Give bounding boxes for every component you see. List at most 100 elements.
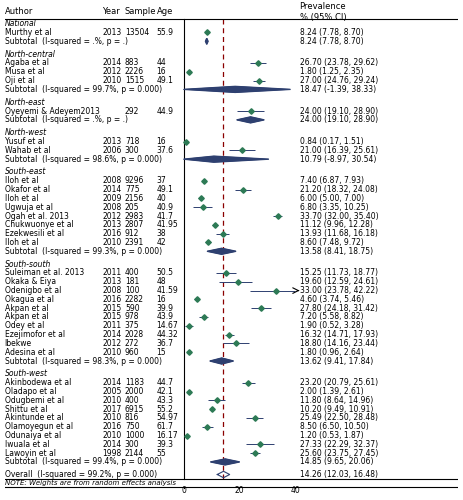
Text: Year: Year — [102, 8, 120, 16]
Text: 1.80 (1.25, 2.35): 1.80 (1.25, 2.35) — [300, 68, 363, 76]
Text: 13504: 13504 — [125, 28, 149, 37]
Text: Odenigbo et al: Odenigbo et al — [5, 286, 61, 295]
Text: Akpan et al: Akpan et al — [5, 312, 48, 322]
Text: Shittu et al: Shittu et al — [5, 404, 47, 413]
Text: 181: 181 — [125, 278, 139, 286]
Text: 40: 40 — [156, 194, 166, 203]
Text: 2016: 2016 — [102, 229, 121, 238]
Text: 8.24 (7.78, 8.70): 8.24 (7.78, 8.70) — [300, 28, 363, 37]
Text: 2013: 2013 — [102, 137, 121, 146]
Text: 16: 16 — [156, 137, 166, 146]
Text: 33.00 (23.78, 42.22): 33.00 (23.78, 42.22) — [300, 286, 378, 295]
Text: 14.85 (9.65, 20.06): 14.85 (9.65, 20.06) — [300, 458, 373, 466]
Text: North-east: North-east — [5, 98, 45, 106]
Text: 44: 44 — [156, 58, 166, 68]
Text: 2226: 2226 — [125, 68, 144, 76]
Text: 16.32 (14.71, 17.93): 16.32 (14.71, 17.93) — [300, 330, 378, 339]
Text: 8.24 (7.78, 8.70): 8.24 (7.78, 8.70) — [300, 37, 363, 46]
Text: 27.80 (24.18, 31.42): 27.80 (24.18, 31.42) — [300, 304, 377, 312]
Text: 40.9: 40.9 — [156, 203, 174, 212]
Text: Oladapo et al: Oladapo et al — [5, 387, 56, 396]
Text: 43.3: 43.3 — [156, 396, 174, 405]
Text: 2012: 2012 — [102, 212, 121, 220]
Text: 18.80 (14.16, 23.44): 18.80 (14.16, 23.44) — [300, 339, 377, 348]
Text: 21.00 (16.39, 25.61): 21.00 (16.39, 25.61) — [300, 146, 378, 155]
Text: Okafor et al: Okafor et al — [5, 185, 50, 194]
Text: 100: 100 — [125, 286, 139, 295]
Text: Akintunde et al: Akintunde et al — [5, 414, 63, 422]
Text: 1000: 1000 — [125, 431, 144, 440]
Text: 272: 272 — [125, 339, 139, 348]
Text: North-central: North-central — [5, 50, 56, 58]
Text: Oyeyemi & Adeyem2013: Oyeyemi & Adeyem2013 — [5, 106, 100, 116]
Text: 205: 205 — [125, 203, 139, 212]
Text: Suleiman et al. 2013: Suleiman et al. 2013 — [5, 268, 84, 278]
Text: 960: 960 — [125, 348, 139, 356]
Text: 44.7: 44.7 — [156, 378, 174, 387]
Text: 400: 400 — [125, 396, 139, 405]
Text: Iloh et al: Iloh et al — [5, 238, 38, 247]
Text: 2983: 2983 — [125, 212, 144, 220]
Text: Ezekwesili et al: Ezekwesili et al — [5, 229, 64, 238]
Text: 300: 300 — [125, 440, 139, 449]
Text: 27.33 (22.29, 32.37): 27.33 (22.29, 32.37) — [300, 440, 378, 449]
Text: Okaka & Eiya: Okaka & Eiya — [5, 278, 56, 286]
Text: 912: 912 — [125, 229, 139, 238]
Text: 2011: 2011 — [102, 268, 121, 278]
Text: 21.20 (18.32, 24.08): 21.20 (18.32, 24.08) — [300, 185, 377, 194]
Text: 7.20 (5.58, 8.82): 7.20 (5.58, 8.82) — [300, 312, 363, 322]
Text: Yusuf et al: Yusuf et al — [5, 137, 44, 146]
Text: 55.9: 55.9 — [156, 28, 174, 37]
Text: NOTE: Weights are from random effects analysis: NOTE: Weights are from random effects an… — [5, 480, 175, 486]
Text: 2010: 2010 — [102, 414, 121, 422]
Text: 41.7: 41.7 — [156, 212, 174, 220]
Text: 23.20 (20.79, 25.61): 23.20 (20.79, 25.61) — [300, 378, 378, 387]
Text: Subtotal  (I-squared = 99.3%, p = 0.000): Subtotal (I-squared = 99.3%, p = 0.000) — [5, 247, 162, 256]
Text: 44.9: 44.9 — [156, 106, 174, 116]
Text: Murthy et al: Murthy et al — [5, 28, 51, 37]
Text: 16: 16 — [156, 68, 166, 76]
Text: Lawoyin et al: Lawoyin et al — [5, 448, 56, 458]
Text: 24.00 (19.10, 28.90): 24.00 (19.10, 28.90) — [300, 116, 378, 124]
Text: 2807: 2807 — [125, 220, 144, 230]
Text: Iwuala et al: Iwuala et al — [5, 440, 49, 449]
Text: 37.6: 37.6 — [156, 146, 174, 155]
Text: South-south: South-south — [5, 260, 51, 268]
Text: 14.26 (12.03, 16.48): 14.26 (12.03, 16.48) — [300, 470, 377, 479]
Polygon shape — [184, 156, 269, 162]
Text: 48: 48 — [156, 278, 166, 286]
Text: 43.9: 43.9 — [156, 312, 174, 322]
Text: 9296: 9296 — [125, 176, 144, 186]
Text: 2010: 2010 — [102, 431, 121, 440]
Text: 718: 718 — [125, 137, 139, 146]
Text: 2010: 2010 — [102, 238, 121, 247]
Text: Sample: Sample — [125, 8, 156, 16]
Text: 42: 42 — [156, 238, 166, 247]
Text: 55: 55 — [156, 448, 166, 458]
Text: 2016: 2016 — [102, 422, 121, 431]
Text: 750: 750 — [125, 422, 139, 431]
Text: 2282: 2282 — [125, 295, 144, 304]
Text: 2010: 2010 — [102, 76, 121, 85]
Text: 2008: 2008 — [102, 203, 121, 212]
Text: Odey et al: Odey et al — [5, 322, 44, 330]
Text: 1515: 1515 — [125, 76, 144, 85]
Text: Ogah et al. 2013: Ogah et al. 2013 — [5, 212, 69, 220]
Text: 2008: 2008 — [102, 286, 121, 295]
Text: 27.00 (24.76, 29.24): 27.00 (24.76, 29.24) — [300, 76, 378, 85]
Text: 38: 38 — [156, 229, 166, 238]
Text: Odugbemi et al: Odugbemi et al — [5, 396, 64, 405]
Text: 15: 15 — [156, 348, 166, 356]
Text: National: National — [5, 19, 37, 28]
Text: 2144: 2144 — [125, 448, 144, 458]
Text: 0: 0 — [181, 486, 186, 496]
Text: Subtotal  (I-squared = .%, p = .): Subtotal (I-squared = .%, p = .) — [5, 116, 128, 124]
Text: South-east: South-east — [5, 168, 46, 176]
Text: 36.7: 36.7 — [156, 339, 174, 348]
Text: Subtotal  (I-squared = 98.6%, p = 0.000): Subtotal (I-squared = 98.6%, p = 0.000) — [5, 154, 162, 164]
Text: 39.3: 39.3 — [156, 440, 174, 449]
Text: 2006: 2006 — [102, 146, 122, 155]
Text: Subtotal  (I-squared = .%, p = .): Subtotal (I-squared = .%, p = .) — [5, 37, 128, 46]
Text: 2014: 2014 — [102, 185, 121, 194]
Text: 400: 400 — [125, 268, 139, 278]
